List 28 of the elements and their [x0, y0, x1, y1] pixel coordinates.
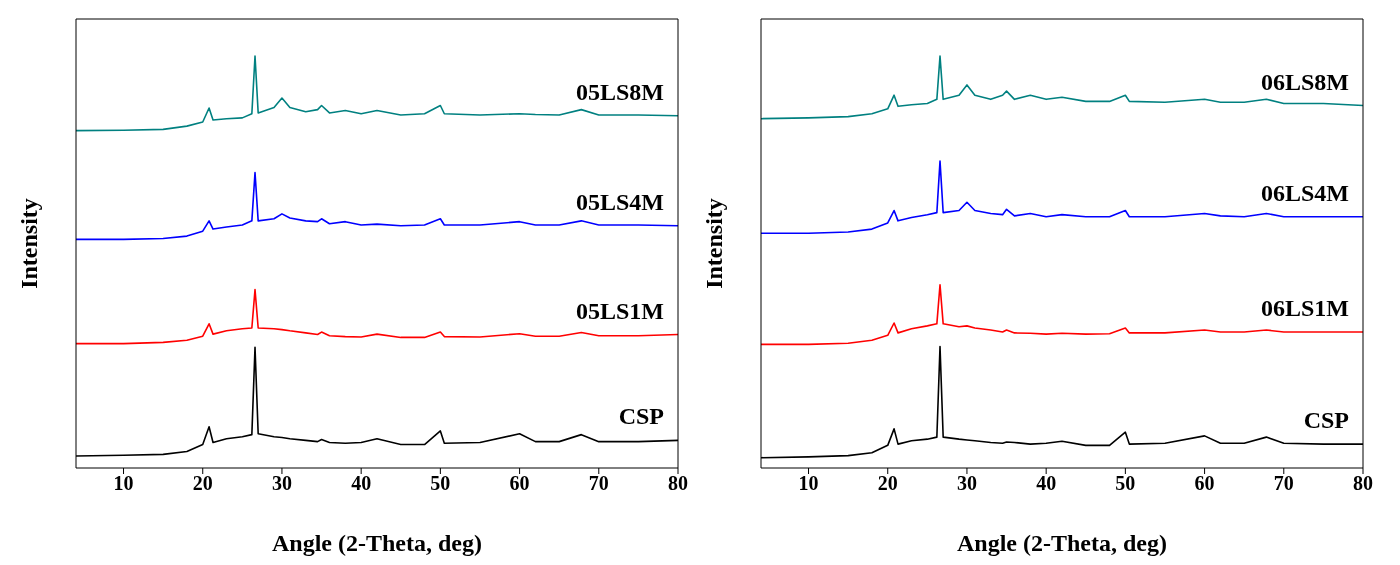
y-axis-title: Intensity	[15, 198, 42, 289]
x-tick-label: 80	[1353, 472, 1373, 495]
x-tick-label: 40	[1036, 472, 1057, 495]
x-tick-label: 30	[271, 472, 292, 495]
series-label: CSP	[618, 403, 664, 430]
x-tick-label: 60	[1194, 472, 1215, 495]
x-tick-label: 60	[509, 472, 530, 495]
series-label: 06LS8M	[1260, 68, 1349, 95]
y-axis-title: Intensity	[700, 198, 727, 289]
series-label: 05LS1M	[575, 297, 664, 324]
x-tick-label: 50	[1115, 472, 1136, 495]
x-tick-label: 20	[192, 472, 213, 495]
x-tick-label: 70	[588, 472, 609, 495]
x-tick-label: 50	[430, 472, 451, 495]
series-label: CSP	[1303, 407, 1349, 434]
x-axis-title: Angle (2-Theta, deg)	[272, 530, 482, 556]
x-tick-label: 10	[798, 472, 819, 495]
x-tick-label: 80	[668, 472, 688, 495]
x-tick-label: 20	[877, 472, 898, 495]
x-axis-title: Angle (2-Theta, deg)	[957, 530, 1167, 556]
series-label: 05LS4M	[575, 188, 664, 215]
series-label: 06LS4M	[1260, 179, 1349, 206]
x-tick-label: 70	[1273, 472, 1294, 495]
x-tick-label: 40	[351, 472, 372, 495]
x-tick-label: 10	[113, 472, 134, 495]
series-label: 06LS1M	[1260, 295, 1349, 322]
x-tick-label: 30	[956, 472, 977, 495]
series-label: 05LS8M	[575, 78, 664, 105]
